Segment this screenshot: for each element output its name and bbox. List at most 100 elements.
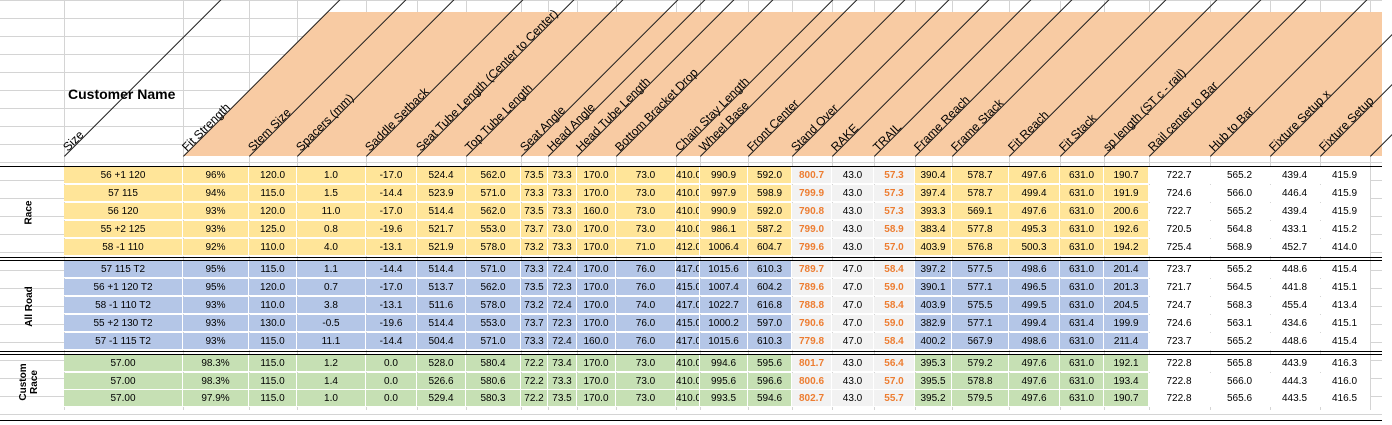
- data-cell[interactable]: 191.9: [1104, 185, 1149, 202]
- data-cell[interactable]: 0.0: [366, 390, 417, 407]
- data-cell[interactable]: 497.6: [1009, 373, 1060, 390]
- data-cell[interactable]: 993.5: [700, 390, 748, 407]
- data-cell[interactable]: 72.3: [548, 315, 577, 332]
- data-cell[interactable]: 403.9: [915, 297, 952, 314]
- data-cell[interactable]: 416.3: [1320, 355, 1370, 372]
- data-cell[interactable]: 397.4: [915, 185, 952, 202]
- data-cell[interactable]: 395.2: [915, 390, 952, 407]
- data-cell[interactable]: 724.7: [1149, 297, 1210, 314]
- data-cell[interactable]: 579.5: [952, 390, 1009, 407]
- data-cell[interactable]: 566.0: [1210, 373, 1270, 390]
- data-cell[interactable]: 497.6: [1009, 167, 1060, 184]
- data-cell[interactable]: 631.0: [1060, 355, 1104, 372]
- data-cell[interactable]: 448.6: [1270, 261, 1320, 278]
- data-cell[interactable]: 120.0: [249, 279, 297, 296]
- data-cell[interactable]: 410.0: [676, 221, 700, 238]
- data-cell[interactable]: 76.0: [616, 279, 676, 296]
- data-cell[interactable]: 631.0: [1060, 167, 1104, 184]
- data-cell[interactable]: 415.9: [1320, 167, 1370, 184]
- data-cell[interactable]: 433.1: [1270, 221, 1320, 238]
- data-cell[interactable]: 592.0: [748, 203, 792, 220]
- data-cell[interactable]: 722.8: [1149, 373, 1210, 390]
- data-cell[interactable]: 95%: [183, 279, 249, 296]
- data-cell[interactable]: -13.1: [366, 297, 417, 314]
- data-cell[interactable]: 395.3: [915, 355, 952, 372]
- data-cell[interactable]: 115.0: [249, 333, 297, 350]
- data-cell[interactable]: 524.4: [417, 167, 466, 184]
- data-cell[interactable]: 43.0: [832, 355, 874, 372]
- data-cell[interactable]: 595.6: [748, 355, 792, 372]
- data-cell[interactable]: 76.0: [616, 315, 676, 332]
- data-cell[interactable]: 0.0: [366, 355, 417, 372]
- data-cell[interactable]: -17.0: [366, 279, 417, 296]
- data-cell[interactable]: 587.2: [748, 221, 792, 238]
- data-cell[interactable]: 417.0: [676, 297, 700, 314]
- data-cell[interactable]: 55.7: [874, 390, 915, 407]
- data-cell[interactable]: 990.9: [700, 167, 748, 184]
- data-cell[interactable]: 499.4: [1009, 185, 1060, 202]
- data-cell[interactable]: 565.6: [1210, 390, 1270, 407]
- data-cell[interactable]: 415.9: [1320, 203, 1370, 220]
- data-cell[interactable]: 76.0: [616, 261, 676, 278]
- data-cell[interactable]: 1.2: [297, 355, 366, 372]
- data-cell[interactable]: 800.7: [792, 167, 832, 184]
- data-cell[interactable]: 110.0: [249, 297, 297, 314]
- data-cell[interactable]: 413.4: [1320, 297, 1370, 314]
- data-cell[interactable]: 577.1: [952, 315, 1009, 332]
- data-cell[interactable]: 211.4: [1104, 333, 1149, 350]
- data-cell[interactable]: 93%: [183, 315, 249, 332]
- data-cell[interactable]: 1.4: [297, 373, 366, 390]
- data-cell[interactable]: 59.0: [874, 279, 915, 296]
- data-cell[interactable]: 170.0: [577, 239, 616, 256]
- data-cell[interactable]: 1.0: [297, 167, 366, 184]
- data-cell[interactable]: 562.0: [466, 279, 521, 296]
- data-cell[interactable]: 720.5: [1149, 221, 1210, 238]
- data-cell[interactable]: 571.0: [466, 185, 521, 202]
- data-cell[interactable]: 115.0: [249, 355, 297, 372]
- data-cell[interactable]: 441.8: [1270, 279, 1320, 296]
- data-cell[interactable]: 631.0: [1060, 390, 1104, 407]
- data-cell[interactable]: -19.6: [366, 315, 417, 332]
- data-cell[interactable]: 724.6: [1149, 315, 1210, 332]
- data-cell[interactable]: 514.4: [417, 261, 466, 278]
- data-cell[interactable]: 412.0: [676, 239, 700, 256]
- data-cell[interactable]: 722.8: [1149, 355, 1210, 372]
- data-cell[interactable]: 170.0: [577, 185, 616, 202]
- data-cell[interactable]: 193.4: [1104, 373, 1149, 390]
- data-cell[interactable]: 497.6: [1009, 390, 1060, 407]
- data-cell[interactable]: 417.0: [676, 333, 700, 350]
- data-cell[interactable]: 521.7: [417, 221, 466, 238]
- data-cell[interactable]: 47.0: [832, 333, 874, 350]
- data-cell[interactable]: 72.4: [548, 261, 577, 278]
- data-cell[interactable]: 1.0: [297, 390, 366, 407]
- data-cell[interactable]: 57.00: [64, 373, 183, 390]
- data-cell[interactable]: 553.0: [466, 221, 521, 238]
- data-cell[interactable]: 448.6: [1270, 333, 1320, 350]
- data-cell[interactable]: 73.3: [521, 261, 548, 278]
- data-cell[interactable]: 723.7: [1149, 333, 1210, 350]
- data-cell[interactable]: 511.6: [417, 297, 466, 314]
- data-cell[interactable]: 92%: [183, 239, 249, 256]
- data-cell[interactable]: 990.9: [700, 203, 748, 220]
- data-cell[interactable]: 443.9: [1270, 355, 1320, 372]
- data-cell[interactable]: 170.0: [577, 390, 616, 407]
- data-cell[interactable]: 192.6: [1104, 221, 1149, 238]
- data-cell[interactable]: 564.5: [1210, 279, 1270, 296]
- data-cell[interactable]: 73.0: [616, 203, 676, 220]
- data-cell[interactable]: 199.9: [1104, 315, 1149, 332]
- data-cell[interactable]: 3.8: [297, 297, 366, 314]
- data-cell[interactable]: 631.4: [1060, 315, 1104, 332]
- data-cell[interactable]: 631.0: [1060, 261, 1104, 278]
- data-cell[interactable]: 500.3: [1009, 239, 1060, 256]
- data-cell[interactable]: 73.0: [616, 390, 676, 407]
- data-cell[interactable]: 565.2: [1210, 261, 1270, 278]
- data-cell[interactable]: 415.2: [1320, 221, 1370, 238]
- data-cell[interactable]: 631.0: [1060, 297, 1104, 314]
- data-cell[interactable]: 631.0: [1060, 221, 1104, 238]
- data-cell[interactable]: 4.0: [297, 239, 366, 256]
- data-cell[interactable]: 578.7: [952, 167, 1009, 184]
- data-cell[interactable]: 382.9: [915, 315, 952, 332]
- data-cell[interactable]: 802.7: [792, 390, 832, 407]
- data-cell[interactable]: 799.9: [792, 185, 832, 202]
- data-cell[interactable]: 73.0: [548, 221, 577, 238]
